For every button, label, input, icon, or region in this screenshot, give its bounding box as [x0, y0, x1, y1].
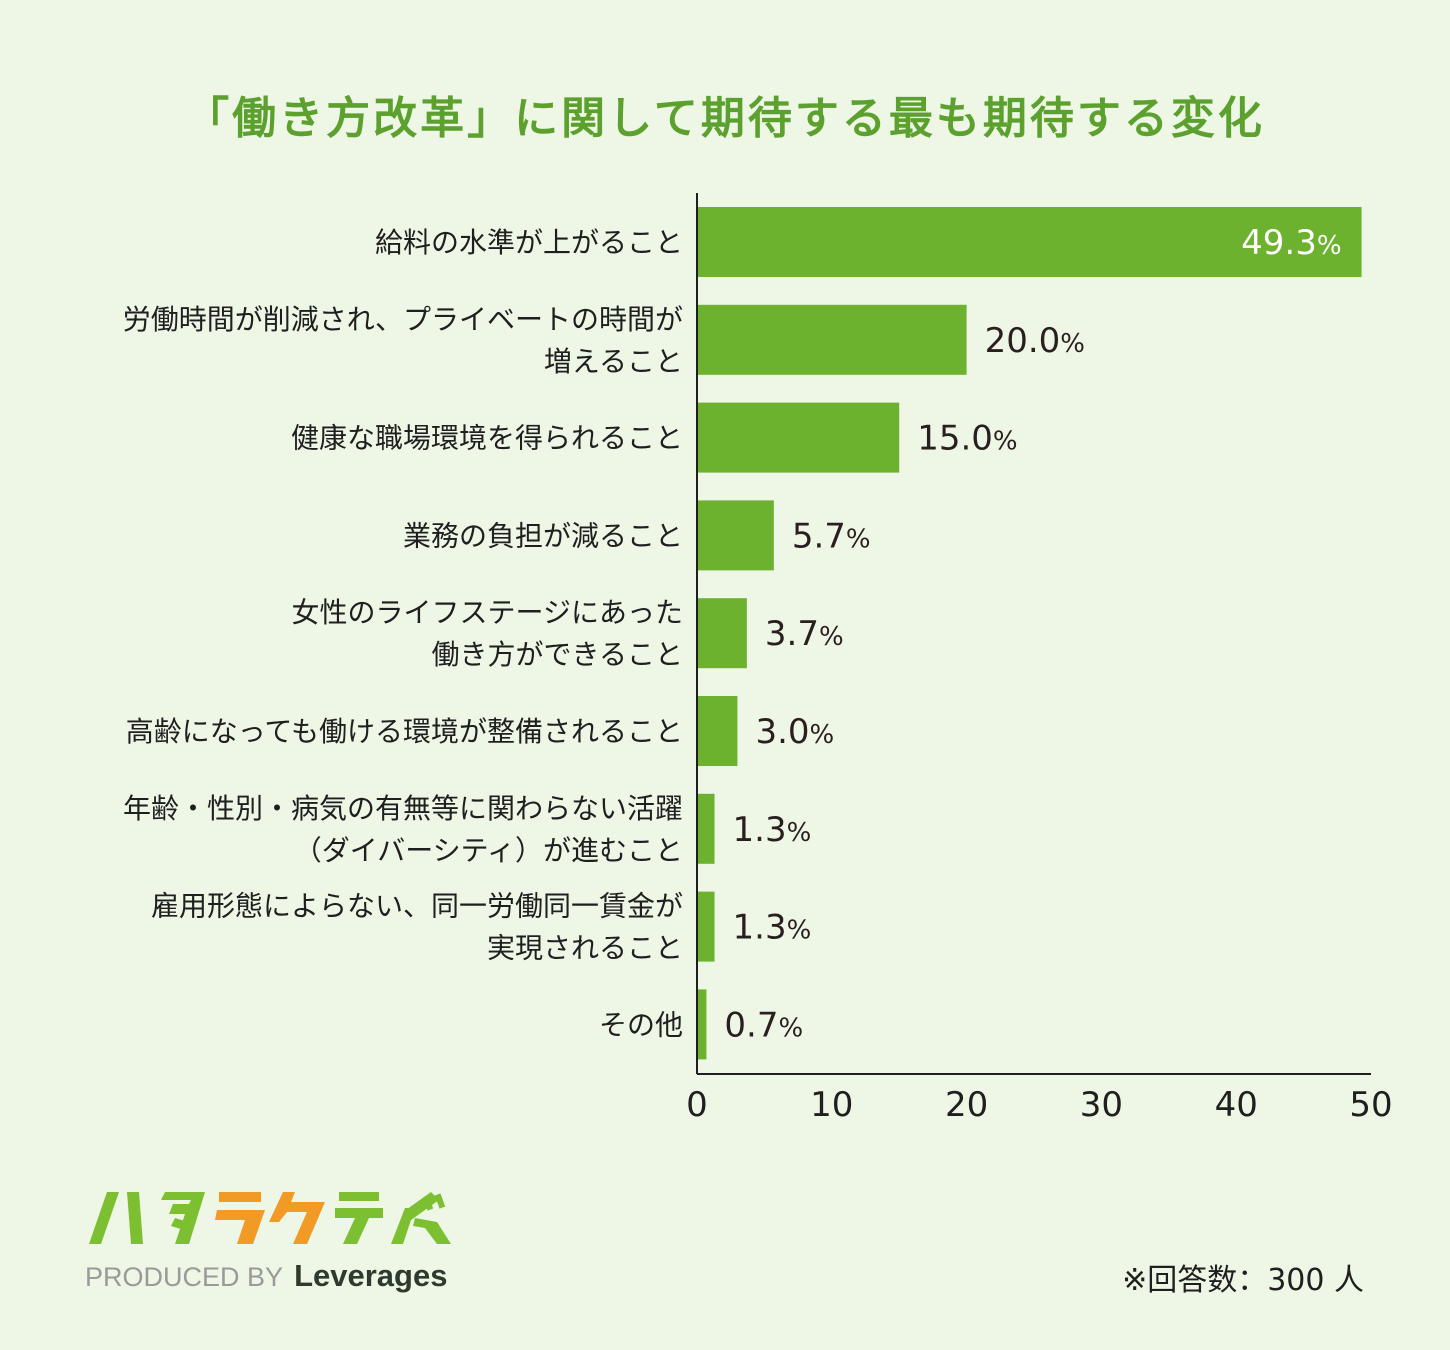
x-axis-ticks: 0 10 20 30 40 50 — [686, 1085, 1392, 1125]
category-label-line: （ダイバーシティ）が進むこと — [294, 834, 683, 867]
value-percent-sign: % — [993, 427, 1018, 457]
category-label-line: 健康な職場環境を得られること — [291, 422, 683, 455]
value-label-4: 3.7% — [765, 614, 844, 654]
category-label-line: 高齢になっても働ける環境が整備されること — [126, 715, 683, 748]
bar-4 — [698, 598, 747, 669]
category-label-3: 業務の負担が減ること — [403, 519, 683, 552]
chart-title: 「働き方改革」に関して期待する最も期待する変化 — [185, 93, 1265, 144]
category-label-6: 年齢・性別・病気の有無等に関わらない活躍 （ダイバーシティ）が進むこと — [123, 792, 683, 867]
logo-glyph-ra — [215, 1192, 265, 1244]
value-percent-sign: % — [787, 916, 812, 946]
category-label-line: 女性のライフステージにあった — [292, 596, 683, 629]
category-label-8: その他 — [599, 1008, 683, 1041]
logo-glyph-te — [335, 1192, 383, 1244]
category-label-line: 増えること — [544, 345, 683, 378]
value-label-5: 3.0% — [755, 712, 834, 752]
value-number: 1.3 — [733, 908, 787, 948]
bar-chart: 給料の水準が上がること労働時間が削減され、プライベートの時間が増えること健康な職… — [123, 193, 1393, 1125]
value-label-3: 5.7% — [792, 516, 871, 556]
category-labels: 給料の水準が上がること労働時間が削減され、プライベートの時間が増えること健康な職… — [123, 226, 683, 1041]
x-tick-label-40: 40 — [1215, 1085, 1258, 1125]
value-label-0: 49.3% — [1241, 223, 1341, 263]
category-label-line: 業務の負担が減ること — [403, 519, 683, 552]
x-tick-label-20: 20 — [945, 1085, 988, 1125]
category-label-line: 実現されること — [487, 932, 683, 965]
value-number: 1.3 — [733, 810, 787, 850]
value-label-8: 0.7% — [724, 1005, 803, 1045]
category-label-7: 雇用形態によらない、同一労働同一賃金が実現されること — [151, 890, 683, 965]
category-label-line: 年齢・性別・病気の有無等に関わらない活躍 — [123, 792, 683, 825]
category-label-line: 労働時間が削減され、プライベートの時間が — [123, 303, 683, 336]
value-number: 3.7 — [765, 614, 819, 654]
bar-1 — [698, 304, 967, 375]
respondent-count-note: ※回答数：300 人 — [1122, 1263, 1364, 1298]
logo-glyph-ta — [161, 1192, 205, 1244]
category-label-1: 労働時間が削減され、プライベートの時間が増えること — [123, 303, 683, 378]
hataractive-logo — [89, 1192, 451, 1244]
value-percent-sign: % — [779, 1013, 804, 1043]
value-number: 20.0 — [985, 321, 1061, 361]
leverages-brand: Leverages — [294, 1258, 448, 1293]
value-label-1: 20.0% — [985, 321, 1085, 361]
logo-glyph-ku — [269, 1192, 325, 1244]
value-percent-sign: % — [810, 720, 835, 750]
bar-6 — [698, 793, 715, 864]
value-label-7: 1.3% — [733, 908, 812, 948]
logo-glyph-ibu — [391, 1192, 451, 1244]
produced-by-prefix: PRODUCED BY — [85, 1262, 283, 1292]
category-label-line: 給料の水準が上がること — [375, 226, 683, 259]
value-labels: 49.3%20.0%15.0%5.7%3.7%3.0%1.3%1.3%0.7% — [724, 223, 1341, 1045]
category-label-0: 給料の水準が上がること — [375, 226, 683, 259]
bar-8 — [698, 989, 707, 1060]
x-tick-label-50: 50 — [1349, 1085, 1392, 1125]
bar-5 — [698, 696, 738, 766]
category-label-line: 雇用形態によらない、同一労働同一賃金が — [151, 890, 683, 923]
value-number: 0.7 — [724, 1005, 778, 1045]
value-number: 5.7 — [792, 516, 846, 556]
x-tick-label-0: 0 — [686, 1085, 708, 1125]
category-label-2: 健康な職場環境を得られること — [291, 422, 683, 455]
value-percent-sign: % — [1060, 329, 1085, 359]
value-percent-sign: % — [1317, 231, 1342, 261]
value-label-2: 15.0% — [917, 419, 1017, 459]
value-number: 15.0 — [917, 419, 993, 459]
x-tick-label-30: 30 — [1080, 1085, 1123, 1125]
value-number: 49.3 — [1241, 223, 1317, 263]
category-label-line: その他 — [599, 1008, 683, 1041]
x-tick-label-10: 10 — [810, 1085, 853, 1125]
bars-group — [698, 207, 1362, 1060]
category-label-4: 女性のライフステージにあった働き方ができること — [292, 596, 683, 671]
logo-glyph-ha — [89, 1192, 143, 1244]
bar-3 — [698, 500, 774, 571]
value-number: 3.0 — [755, 712, 809, 752]
category-label-5: 高齢になっても働ける環境が整備されること — [126, 715, 683, 748]
value-percent-sign: % — [787, 818, 812, 848]
bar-2 — [698, 402, 900, 473]
bar-0 — [698, 207, 1362, 277]
produced-by: PRODUCED BY Leverages — [85, 1258, 447, 1294]
value-percent-sign: % — [846, 524, 871, 554]
bar-7 — [698, 891, 715, 962]
category-label-line: 働き方ができること — [432, 638, 683, 671]
value-label-6: 1.3% — [733, 810, 812, 850]
value-percent-sign: % — [819, 622, 844, 652]
